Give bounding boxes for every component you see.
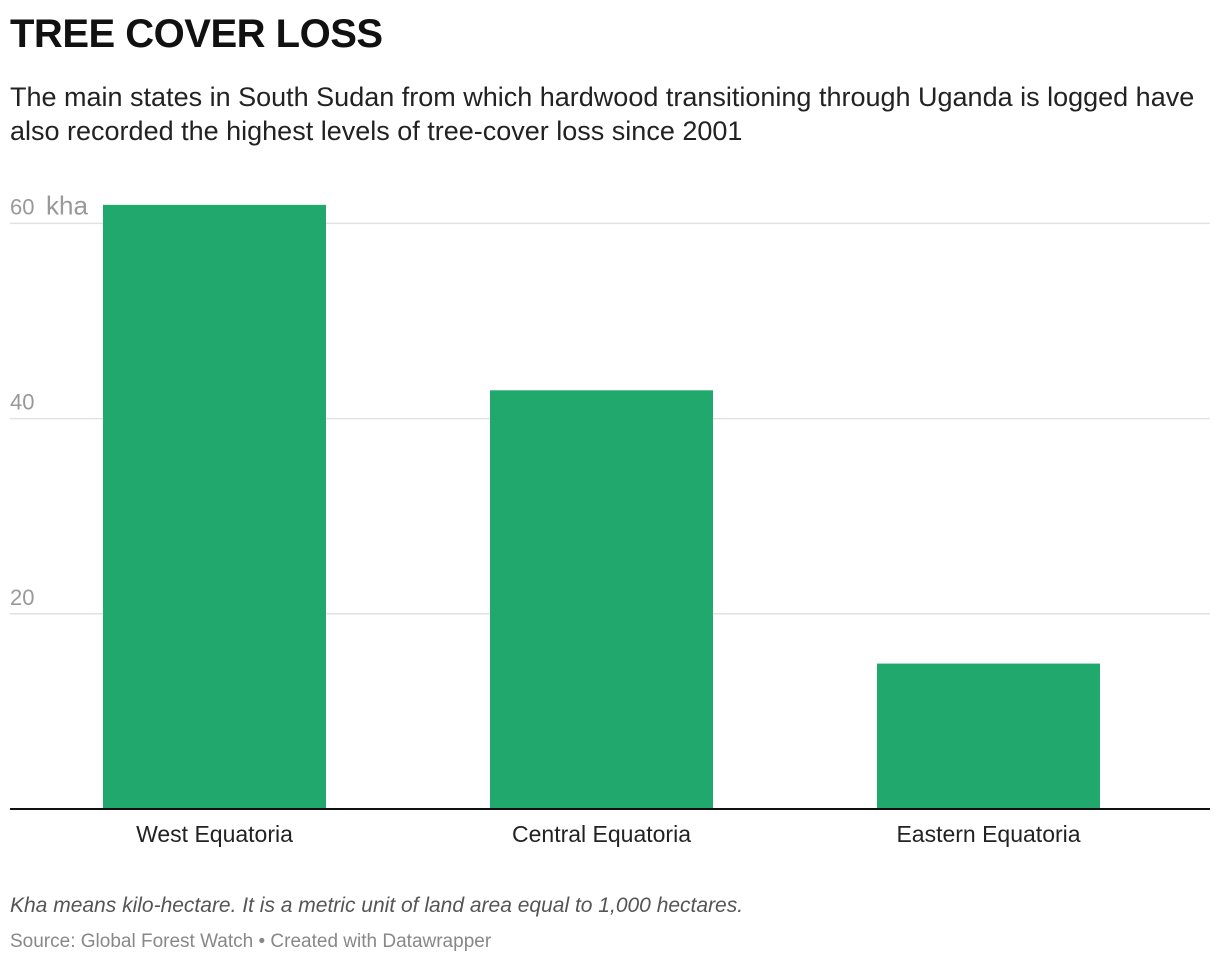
y-tick-label: 40 xyxy=(10,390,34,415)
source-line: Source: Global Forest Watch • Created wi… xyxy=(10,931,492,952)
bar xyxy=(103,204,326,809)
chart-subtitle: The main states in South Sudan from whic… xyxy=(10,82,1195,146)
bar xyxy=(877,663,1100,809)
y-tick-label: 60 xyxy=(10,194,34,219)
bar-chart: 20 40 60 kha West Equatoria Central Equatoria… xyxy=(10,190,1210,847)
x-tick-label: Central Equatoria xyxy=(512,821,691,847)
bar xyxy=(490,390,713,809)
chart-title: TREE COVER LOSS xyxy=(10,12,383,56)
y-axis-unit-label: kha xyxy=(46,190,88,220)
y-tick-label: 20 xyxy=(10,585,34,610)
bars xyxy=(103,204,1100,809)
x-tick-label: Eastern Equatoria xyxy=(896,821,1080,847)
x-tick-label: West Equatoria xyxy=(136,821,293,847)
axes: 20 40 60 kha West Equatoria Central Equatoria… xyxy=(10,190,1210,847)
footnote: Kha means kilo-hectare. It is a metric u… xyxy=(10,894,744,917)
